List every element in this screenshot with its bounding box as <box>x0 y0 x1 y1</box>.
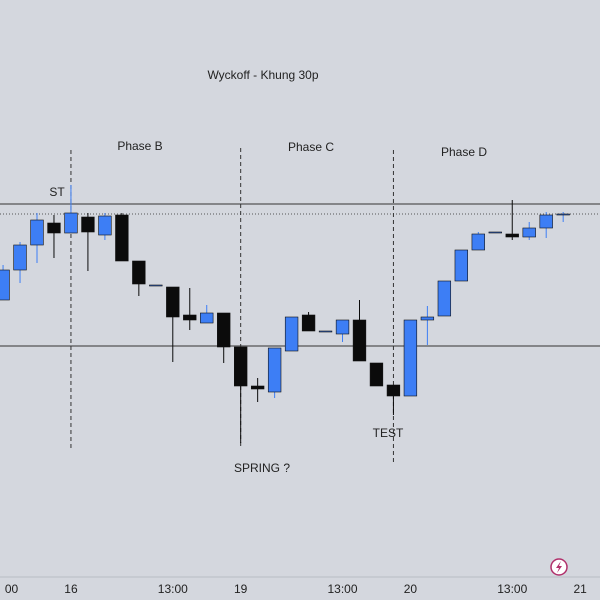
x-tick-label: 13:00 <box>328 582 358 596</box>
candle-body <box>81 216 95 233</box>
x-tick-label: 13:00 <box>158 582 188 596</box>
candle-body <box>352 319 367 362</box>
x-tick-label: 13:00 <box>497 582 527 596</box>
annotation: SPRING ? <box>234 461 290 475</box>
x-tick-label: 21 <box>573 582 587 596</box>
candle-body <box>234 346 248 387</box>
candle-body <box>47 222 61 234</box>
x-tick-label: 20 <box>404 582 418 596</box>
candle-body <box>539 214 553 229</box>
candle-body <box>250 385 265 390</box>
candle-body <box>200 312 214 324</box>
candle-body <box>369 362 384 387</box>
candle-body <box>522 227 536 238</box>
candle-body <box>13 244 27 271</box>
candle-body <box>284 316 299 352</box>
candle-body <box>30 219 44 246</box>
annotation: Phase C <box>288 140 334 154</box>
candle-body <box>556 213 570 216</box>
candle-body <box>217 312 231 348</box>
candle-body <box>166 286 180 318</box>
icon-bolt[interactable] <box>556 561 562 573</box>
candle-body <box>301 314 316 332</box>
candle-body <box>98 215 112 236</box>
candle-body <box>115 214 129 262</box>
candle-body <box>471 233 485 251</box>
candle-body <box>335 319 350 335</box>
annotation: ST <box>49 185 65 199</box>
annotation: Phase B <box>117 139 162 153</box>
candle-body <box>386 384 401 397</box>
candle-body <box>267 347 282 393</box>
candle-body <box>505 233 519 238</box>
annotation: TEST <box>373 426 404 440</box>
icon[interactable] <box>550 558 568 576</box>
chart-title: Wyckoff - Khung 30p <box>207 68 318 82</box>
candle-body <box>437 280 452 317</box>
candle-body <box>318 330 333 333</box>
annotation: Phase D <box>441 145 487 159</box>
candle-body <box>420 316 435 321</box>
x-tick-label: 00 <box>5 582 19 596</box>
candle-body <box>149 284 163 287</box>
candle-body <box>183 314 197 321</box>
x-tick-label: 19 <box>234 582 248 596</box>
candle-body <box>454 249 468 282</box>
candle-body <box>403 319 418 397</box>
x-tick-label: 16 <box>64 582 78 596</box>
candle-body <box>132 260 146 285</box>
candle-body <box>64 212 78 234</box>
candle-body <box>0 269 10 301</box>
candle-body <box>488 231 502 234</box>
